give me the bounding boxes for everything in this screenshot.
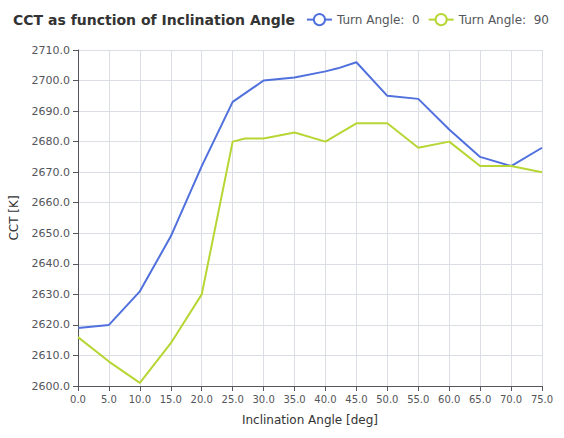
svg-text:5.0: 5.0 bbox=[101, 394, 117, 405]
svg-text:0.0: 0.0 bbox=[70, 394, 86, 405]
svg-text:45.0: 45.0 bbox=[345, 394, 367, 405]
svg-text:65.0: 65.0 bbox=[469, 394, 491, 405]
svg-text:2600.0: 2600.0 bbox=[32, 380, 71, 393]
svg-text:2660.0: 2660.0 bbox=[32, 196, 71, 209]
svg-text:40.0: 40.0 bbox=[314, 394, 336, 405]
svg-text:2690.0: 2690.0 bbox=[32, 105, 71, 118]
svg-text:70.0: 70.0 bbox=[500, 394, 522, 405]
svg-text:60.0: 60.0 bbox=[438, 394, 460, 405]
svg-text:2640.0: 2640.0 bbox=[32, 257, 71, 270]
svg-text:2680.0: 2680.0 bbox=[32, 135, 71, 148]
svg-text:20.0: 20.0 bbox=[191, 394, 213, 405]
svg-text:2610.0: 2610.0 bbox=[32, 349, 71, 362]
svg-text:2650.0: 2650.0 bbox=[32, 227, 71, 240]
svg-text:55.0: 55.0 bbox=[407, 394, 429, 405]
svg-text:2620.0: 2620.0 bbox=[32, 318, 71, 331]
svg-text:10.0: 10.0 bbox=[129, 394, 151, 405]
svg-text:15.0: 15.0 bbox=[160, 394, 182, 405]
svg-text:Turn Angle: 0: Turn Angle: 0 bbox=[336, 13, 420, 27]
svg-text:2630.0: 2630.0 bbox=[32, 288, 71, 301]
svg-text:2700.0: 2700.0 bbox=[32, 74, 71, 87]
svg-text:75.0: 75.0 bbox=[531, 394, 553, 405]
svg-text:2710.0: 2710.0 bbox=[32, 44, 71, 57]
svg-text:CCT [K]: CCT [K] bbox=[7, 195, 21, 240]
svg-text:30.0: 30.0 bbox=[252, 394, 274, 405]
svg-text:CCT as function of Inclination: CCT as function of Inclination Angle bbox=[13, 12, 295, 28]
svg-text:Inclination Angle [deg]: Inclination Angle [deg] bbox=[242, 413, 378, 427]
svg-text:35.0: 35.0 bbox=[283, 394, 305, 405]
svg-text:2670.0: 2670.0 bbox=[32, 166, 71, 179]
svg-text:50.0: 50.0 bbox=[376, 394, 398, 405]
svg-text:25.0: 25.0 bbox=[222, 394, 244, 405]
svg-text:Turn Angle: 90: Turn Angle: 90 bbox=[458, 13, 549, 27]
